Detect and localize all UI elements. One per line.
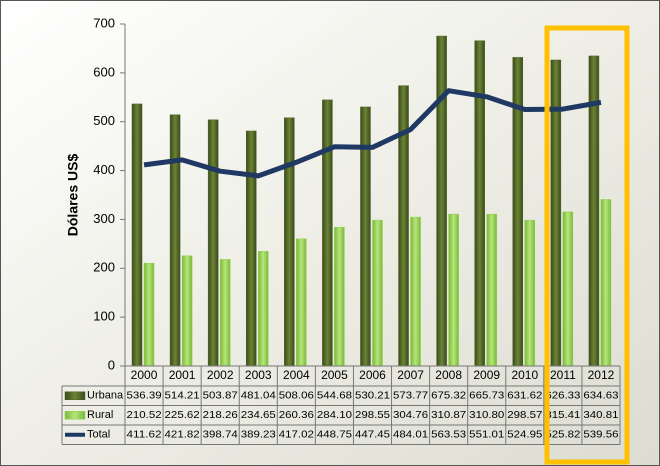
table-value: 417.02 <box>279 429 314 441</box>
bar <box>144 263 154 366</box>
x-tick-label: 2005 <box>321 368 348 382</box>
legend-label: Total <box>87 429 110 441</box>
x-tick-label: 2001 <box>169 368 196 382</box>
legend-label: Urbana <box>87 390 124 402</box>
table-value: 210.52 <box>127 409 162 421</box>
table-value: 304.76 <box>393 409 428 421</box>
table-value: 421.82 <box>165 429 200 441</box>
x-tick-label: 2011 <box>550 368 576 382</box>
y-tick-label: 100 <box>93 309 115 324</box>
legend-label: Rural <box>87 409 113 421</box>
y-tick-label: 0 <box>108 357 115 372</box>
table-value: 634.63 <box>583 390 618 402</box>
table-value: 544.68 <box>317 390 352 402</box>
x-tick-label: 2000 <box>131 368 158 382</box>
table-value: 563.53 <box>431 429 466 441</box>
legend-swatch <box>65 392 85 400</box>
x-tick-label: 2012 <box>588 368 615 382</box>
bar <box>487 214 497 366</box>
table-value: 514.21 <box>165 390 200 402</box>
table-value: 298.57 <box>507 409 542 421</box>
table-value: 503.87 <box>203 390 238 402</box>
bar <box>132 104 142 366</box>
y-tick-label: 700 <box>93 15 115 30</box>
bar <box>563 212 573 366</box>
table-value: 310.87 <box>431 409 466 421</box>
table-value: 525.82 <box>545 429 580 441</box>
y-tick-label: 300 <box>93 211 115 226</box>
x-tick-label: 2003 <box>245 368 272 382</box>
y-tick-label: 200 <box>93 260 115 275</box>
table-value: 484.01 <box>393 429 428 441</box>
bar <box>372 220 382 366</box>
table-value: 551.01 <box>469 429 504 441</box>
table-value: 260.36 <box>279 409 314 421</box>
bar <box>322 100 332 366</box>
legend-swatch <box>65 411 85 419</box>
bar <box>220 259 230 366</box>
table-value: 665.73 <box>469 390 504 402</box>
bar <box>258 251 268 366</box>
table-value: 340.81 <box>583 409 618 421</box>
x-tick-label: 2010 <box>511 368 538 382</box>
table-value: 389.23 <box>241 429 276 441</box>
table-value: 447.45 <box>355 429 390 441</box>
table-value: 225.62 <box>165 409 200 421</box>
bar <box>246 131 256 366</box>
table-value: 626.33 <box>545 390 580 402</box>
page: Dólares US$ 0 100 200 300 400 500 600 700 2000 20… <box>0 0 660 466</box>
bar <box>525 220 535 366</box>
y-tick-label: 600 <box>93 64 115 79</box>
table-value: 530.21 <box>355 390 390 402</box>
y-axis-label: Dólares US$ <box>65 154 81 237</box>
table-value: 481.04 <box>241 390 276 402</box>
bar <box>296 239 306 366</box>
bar <box>551 60 561 366</box>
x-tick-label: 2009 <box>473 368 500 382</box>
table-value: 524.95 <box>507 429 542 441</box>
table-value: 315.41 <box>545 409 580 421</box>
table-value: 508.06 <box>279 390 314 402</box>
bar <box>399 86 409 366</box>
table-value: 573.77 <box>393 390 428 402</box>
bar <box>601 199 611 366</box>
table-value: 234.65 <box>241 409 276 421</box>
table-value: 675.32 <box>431 390 466 402</box>
bar <box>437 36 447 366</box>
table-value: 284.10 <box>317 409 352 421</box>
table-value: 536.39 <box>127 390 162 402</box>
x-tick-label: 2006 <box>359 368 386 382</box>
table-value: 411.62 <box>127 429 162 441</box>
bar <box>449 214 459 366</box>
table-value: 539.56 <box>583 429 618 441</box>
bar <box>208 120 218 366</box>
x-tick-label: 2007 <box>397 368 424 382</box>
x-tick-label: 2008 <box>435 368 462 382</box>
table-value: 310.80 <box>469 409 504 421</box>
y-tick-label: 500 <box>93 113 115 128</box>
chart: Dólares US$ 0 100 200 300 400 500 600 700 2000 20… <box>0 0 660 466</box>
x-tick-label: 2002 <box>207 368 234 382</box>
bar <box>475 41 485 366</box>
table-value: 298.55 <box>355 409 390 421</box>
bar <box>411 217 421 366</box>
bar <box>182 256 192 366</box>
table-value: 398.74 <box>203 429 238 441</box>
x-tick-label: 2004 <box>283 368 310 382</box>
bar <box>334 227 344 366</box>
table-value: 218.26 <box>203 409 238 421</box>
bar <box>170 115 180 366</box>
table-value: 631.62 <box>507 390 542 402</box>
bar <box>284 118 294 366</box>
y-tick-label: 400 <box>93 162 115 177</box>
table-value: 448.75 <box>317 429 352 441</box>
